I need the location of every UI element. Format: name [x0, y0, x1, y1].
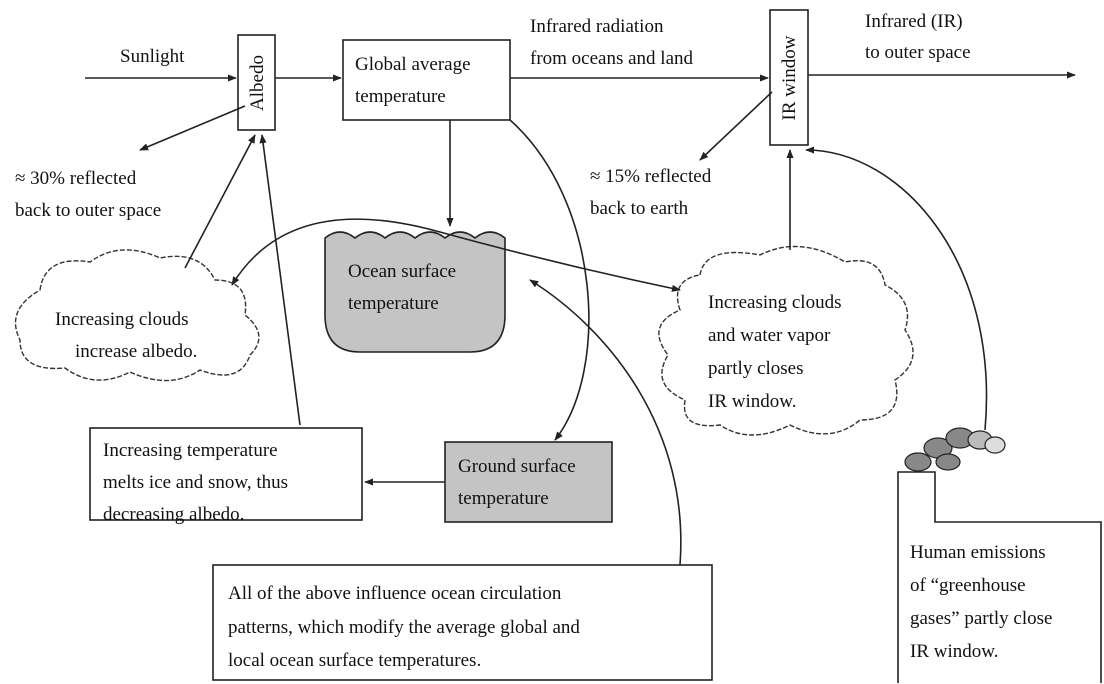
- label: Ground surface: [458, 456, 576, 477]
- label: from oceans and land: [530, 48, 694, 69]
- label: All of the above influence ocean circula…: [228, 583, 562, 604]
- label: Sunlight: [120, 46, 185, 67]
- label: and water vapor: [708, 325, 831, 346]
- ocean-basin: [325, 232, 505, 352]
- label: patterns, which modify the average globa…: [228, 617, 580, 638]
- label: Ocean surface: [348, 261, 456, 282]
- label: back to outer space: [15, 200, 161, 221]
- label: IR window.: [910, 641, 999, 662]
- label: ≈ 15% reflected: [590, 166, 712, 187]
- label: Human emissions: [910, 542, 1046, 563]
- label: Global average: [355, 54, 471, 75]
- label: temperature: [348, 293, 439, 314]
- label: Increasing clouds: [708, 292, 841, 313]
- label: local ocean surface temperatures.: [228, 650, 481, 671]
- label: Infrared radiation: [530, 16, 664, 37]
- label: Increasing clouds: [55, 309, 188, 330]
- label: partly closes: [708, 358, 804, 379]
- label: temperature: [458, 488, 549, 509]
- label: increase albedo.: [75, 341, 197, 362]
- label: decreasing albedo.: [103, 504, 244, 525]
- diagram: Sunlight Albedo Global average temperatu…: [0, 0, 1104, 684]
- label: gases” partly close: [910, 608, 1052, 629]
- label: melts ice and snow, thus: [103, 472, 288, 493]
- label: IR window.: [708, 391, 797, 412]
- label: temperature: [355, 86, 446, 107]
- smoke: [905, 428, 1005, 471]
- label: of “greenhouse: [910, 575, 1026, 596]
- global-temp-box: [343, 40, 510, 120]
- ground-temp-box: [445, 442, 612, 522]
- label: Infrared (IR): [865, 11, 963, 32]
- label: Increasing temperature: [103, 440, 278, 461]
- label: ≈ 30% reflected: [15, 168, 137, 189]
- label: to outer space: [865, 42, 971, 63]
- label: IR window: [779, 35, 800, 120]
- label: back to earth: [590, 198, 689, 219]
- label: Albedo: [247, 55, 268, 111]
